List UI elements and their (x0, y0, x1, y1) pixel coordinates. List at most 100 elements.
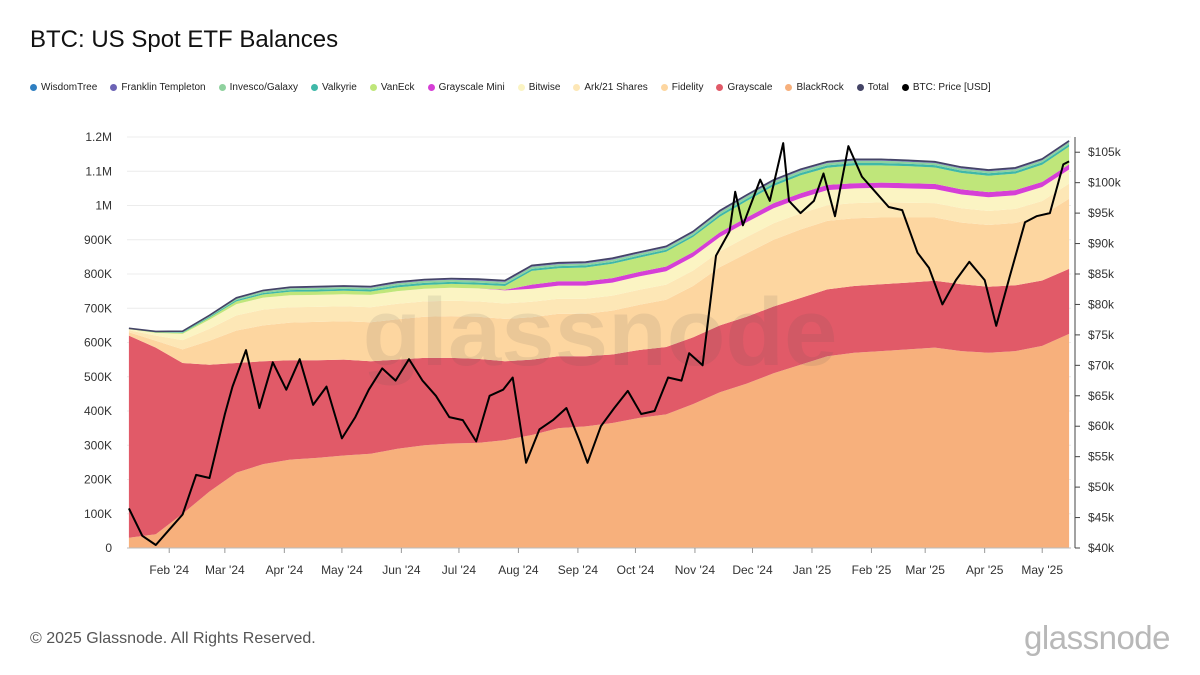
legend-dot-icon (660, 84, 668, 91)
x-axis-tick: Apr '25 (966, 563, 1004, 577)
legend-dot-icon (427, 84, 435, 91)
x-axis-tick: Apr '24 (266, 563, 304, 577)
legend-item[interactable]: Bitwise (517, 82, 561, 93)
area-series (128, 198, 1070, 365)
legend-label: VanEck (380, 82, 415, 93)
price-line-layer (128, 142, 1070, 546)
right-axis-tick: $60k (1088, 419, 1115, 433)
legend-label: Total (867, 82, 889, 93)
right-axis-tick: $45k (1088, 511, 1115, 525)
area-series (128, 333, 1070, 548)
x-axis-tick: Dec '24 (732, 563, 773, 577)
right-axis-tick: $75k (1088, 328, 1115, 342)
legend-item[interactable]: Valkyrie (311, 82, 357, 93)
btc-price-line (128, 142, 1070, 546)
legend-item[interactable]: Total (856, 82, 889, 93)
x-axis-tick: Jul '24 (442, 563, 477, 577)
right-axis-tick: $50k (1088, 480, 1115, 494)
left-y-axis: 0 100K 200K 300K 400K 500K 600K 700K 800K 900K 1M 1… (84, 130, 112, 555)
left-axis-tick: 400K (84, 404, 112, 418)
right-axis-tick: $40k (1088, 541, 1115, 555)
x-axis-tick: Aug '24 (498, 563, 539, 577)
legend-item[interactable]: Franklin Templeton (110, 82, 206, 93)
x-axis-tick: Jun '24 (382, 563, 421, 577)
x-axis-tick: Oct '24 (617, 563, 655, 577)
glassnode-logo: glassnode (1024, 619, 1170, 656)
legend-dot-icon (901, 84, 909, 91)
legend-item[interactable]: BTC: Price [USD] (901, 82, 991, 93)
legend-label: Invesco/Galaxy (229, 82, 298, 93)
legend-dot-icon (30, 84, 37, 91)
left-axis-tick: 800K (84, 267, 112, 281)
x-axis-tick: Sep '24 (558, 563, 599, 577)
legend-item[interactable]: Grayscale Mini (427, 82, 505, 93)
right-axis-tick: $95k (1088, 206, 1115, 220)
legend-dot-icon (110, 84, 118, 91)
x-axis-tick: May '24 (321, 563, 363, 577)
right-y-axis: $40k $45k $50k $55k $60k $65k $70k $75k $80k $85k… (1074, 137, 1122, 555)
legend-label: Bitwise (528, 82, 561, 93)
x-axis-tick: Feb '24 (149, 563, 189, 577)
legend-label: BlackRock (796, 82, 844, 93)
right-axis-tick: $100k (1088, 176, 1122, 190)
x-axis-tick: Nov '24 (675, 563, 716, 577)
legend-label: WisdomTree (41, 82, 98, 93)
left-axis-tick: 900K (84, 233, 112, 247)
left-axis-tick: 300K (84, 438, 112, 452)
x-axis-tick: Feb '25 (852, 563, 892, 577)
x-axis-tick: Jan '25 (793, 563, 832, 577)
stacked-areas (128, 140, 1070, 548)
area-series (128, 169, 1070, 341)
legend-dot-icon (311, 84, 318, 91)
legend-item[interactable]: Invesco/Galaxy (218, 82, 298, 93)
right-axis-tick: $80k (1088, 297, 1115, 311)
left-axis-tick: 1.1M (85, 164, 112, 178)
right-axis-tick: $70k (1088, 358, 1115, 372)
legend-dot-icon (218, 84, 226, 91)
legend-dot-icon (785, 84, 793, 91)
left-axis-tick: 600K (84, 336, 112, 350)
left-axis-tick: 0 (105, 541, 112, 555)
legend-label: Fidelity (671, 82, 704, 93)
legend-dot-icon (856, 84, 864, 91)
legend-label: Ark/21 Shares (584, 82, 648, 93)
legend-item[interactable]: VanEck (369, 82, 415, 93)
legend-dot-icon (369, 84, 377, 91)
left-axis-tick: 200K (84, 473, 112, 487)
chart-legend: WisdomTree Franklin Templeton Invesco/Gala… (30, 82, 1004, 93)
legend-item[interactable]: Fidelity (660, 82, 704, 93)
legend-label: Franklin Templeton (121, 82, 206, 93)
right-axis-tick: $65k (1088, 389, 1115, 403)
legend-item[interactable]: BlackRock (785, 82, 844, 93)
chart-title: BTC: US Spot ETF Balances (30, 26, 339, 53)
legend-dot-icon (517, 84, 525, 91)
x-axis: Feb '24 Mar '24 Apr '24 May '24 Jun '24 Jul '… (127, 547, 1071, 577)
x-axis-tick: May '25 (1021, 563, 1063, 577)
left-axis-tick: 100K (84, 507, 112, 521)
legend-label: Valkyrie (322, 82, 357, 93)
copyright-footer: © 2025 Glassnode. All Rights Reserved. (30, 630, 316, 647)
right-axis-tick: $105k (1088, 145, 1122, 159)
watermark: glassnode (363, 279, 838, 386)
legend-label: Grayscale (727, 82, 773, 93)
etf-balance-chart: glassnode 0 100K 200K 300K 400K 500K 600K 700K 8… (84, 130, 1122, 577)
x-axis-tick: Mar '24 (205, 563, 245, 577)
legend-label: Grayscale Mini (438, 82, 505, 93)
legend-label: BTC: Price [USD] (912, 82, 991, 93)
left-axis-tick: 700K (84, 301, 112, 315)
area-series (128, 183, 1070, 350)
legend-item[interactable]: Ark/21 Shares (573, 82, 648, 93)
legend-item[interactable]: Grayscale (716, 82, 772, 93)
right-axis-tick: $90k (1088, 237, 1115, 251)
legend-dot-icon (573, 84, 581, 91)
total-line (128, 140, 1070, 333)
left-axis-tick: 1.2M (85, 130, 112, 144)
legend-dot-icon (716, 84, 724, 91)
left-axis-tick: 1M (95, 199, 112, 213)
area-series (128, 268, 1070, 538)
legend-item[interactable]: WisdomTree (30, 82, 97, 93)
right-axis-tick: $55k (1088, 450, 1115, 464)
x-axis-tick: Mar '25 (905, 563, 945, 577)
left-axis-tick: 500K (84, 370, 112, 384)
right-axis-tick: $85k (1088, 267, 1115, 281)
